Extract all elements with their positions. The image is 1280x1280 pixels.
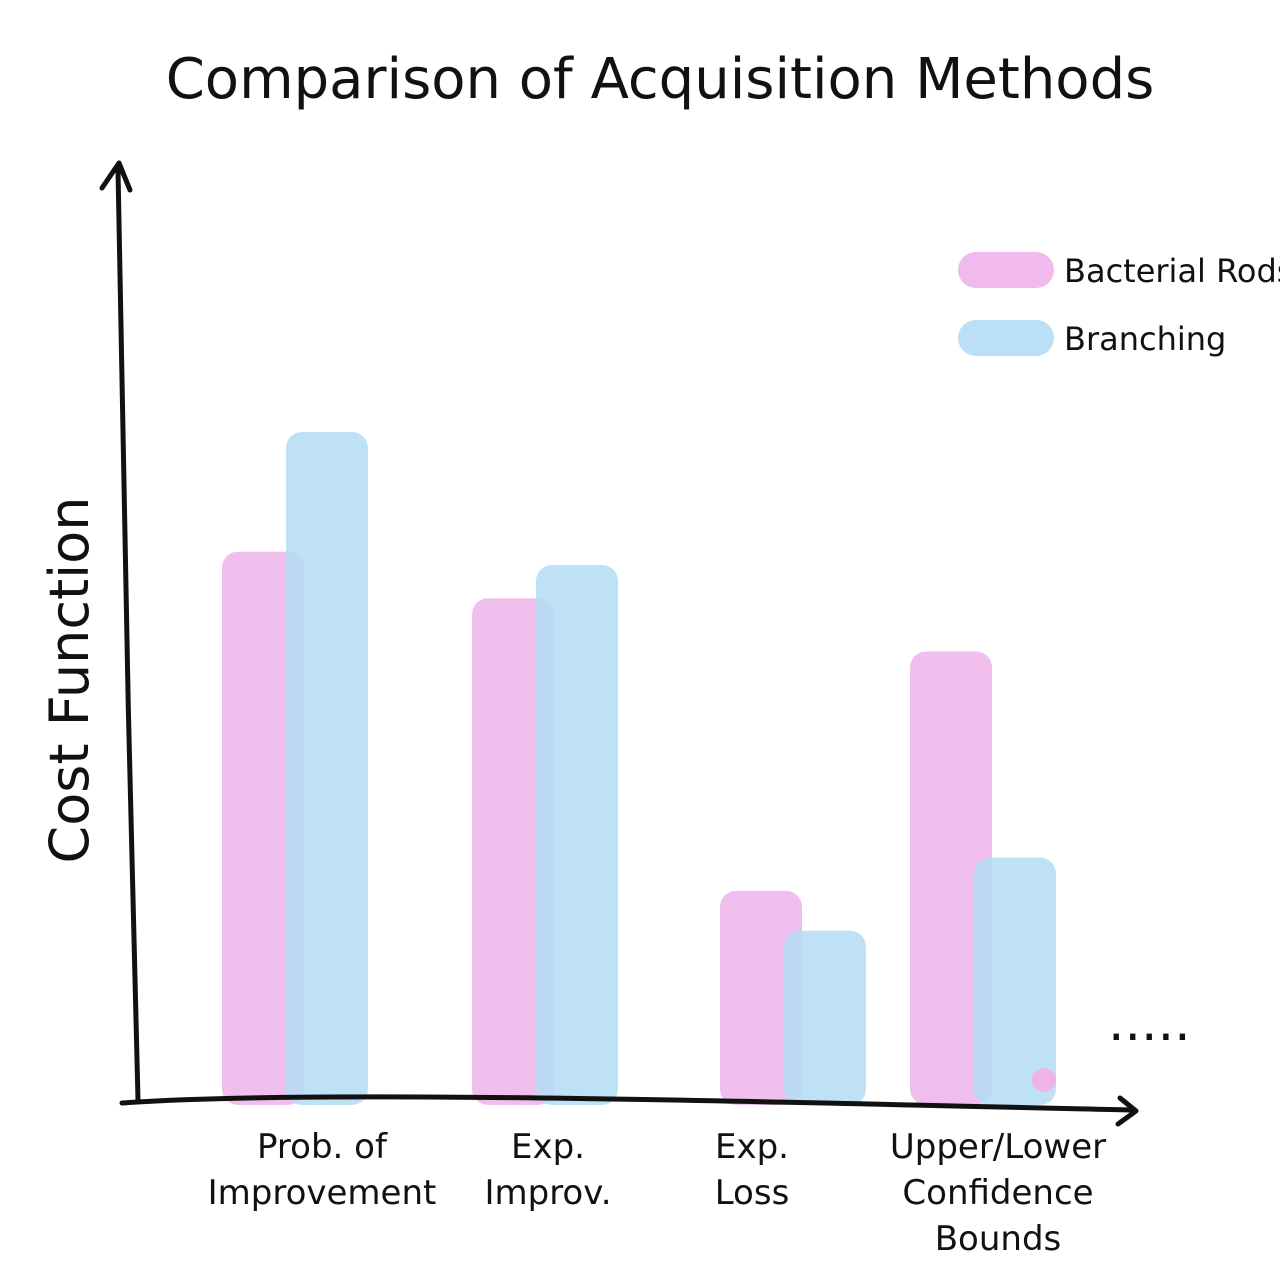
legend-label-0: Bacterial Rods (1064, 252, 1280, 290)
bar-branching-0 (286, 432, 368, 1105)
bar-branching-1 (536, 565, 618, 1105)
x-tick-label-1-0: Exp. (511, 1127, 585, 1167)
x-tick-label-2-0: Exp. (715, 1127, 789, 1167)
bar-branching-2 (784, 930, 866, 1105)
x-tick-label-0-1: Improvement (208, 1173, 437, 1213)
bar-branching-3 (974, 857, 1056, 1105)
y-axis-label: Cost Function (38, 497, 101, 864)
bar-bacterial-rods-1 (472, 598, 554, 1105)
stray-dot (1032, 1068, 1056, 1092)
chart-title: Comparison of Acquisition Methods (166, 47, 1155, 112)
x-axis-arrow (1115, 1095, 1139, 1127)
x-axis (119, 1094, 1133, 1113)
y-axis-arrow (99, 160, 133, 193)
bars-group (222, 432, 1056, 1105)
legend: Bacterial Rods Branching (958, 252, 1280, 358)
bar-bacterial-rods-3 (910, 651, 992, 1105)
x-tick-label-2-1: Loss (715, 1173, 790, 1213)
bar-bacterial-rods-2 (720, 890, 802, 1105)
x-tick-label-1-1: Improv. (484, 1173, 611, 1213)
x-tick-label-3-2: Bounds (935, 1219, 1062, 1259)
x-tick-label-3-0: Upper/Lower (890, 1127, 1106, 1167)
legend-label-1: Branching (1064, 320, 1226, 358)
y-axis (115, 167, 141, 1103)
legend-swatch-0 (958, 252, 1054, 288)
trailing-dots: ..... (1108, 993, 1191, 1053)
x-tick-label-3-1: Confidence (902, 1173, 1093, 1213)
x-tick-label-0-0: Prob. of (257, 1127, 388, 1167)
bar-bacterial-rods-0 (222, 551, 304, 1105)
legend-swatch-1 (958, 320, 1054, 356)
x-tick-labels: Prob. of Improvement Exp. Improv. Exp. Loss Up… (208, 1127, 1107, 1259)
